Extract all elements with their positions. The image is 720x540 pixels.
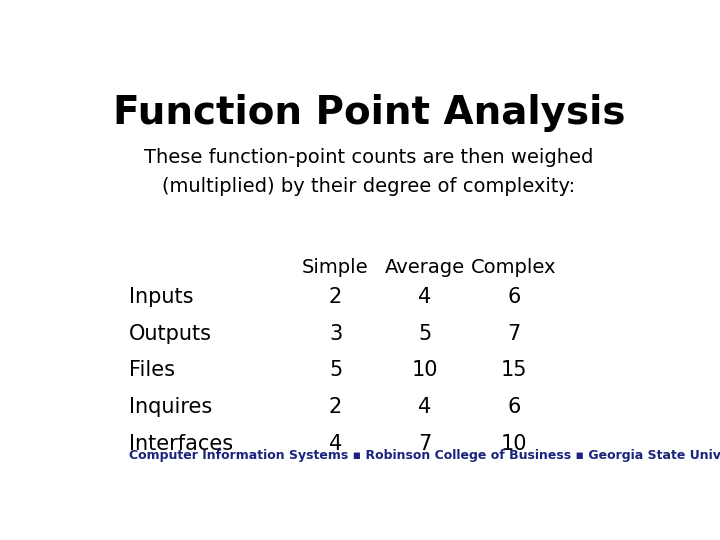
- Text: 2: 2: [329, 397, 342, 417]
- Text: 7: 7: [508, 324, 521, 344]
- Text: 4: 4: [418, 397, 431, 417]
- Text: 6: 6: [508, 287, 521, 307]
- Text: 10: 10: [412, 360, 438, 381]
- Text: 7: 7: [418, 434, 431, 454]
- Text: (multiplied) by their degree of complexity:: (multiplied) by their degree of complexi…: [163, 177, 575, 196]
- Text: These function-point counts are then weighed: These function-point counts are then wei…: [144, 148, 594, 167]
- Text: 4: 4: [329, 434, 342, 454]
- Text: 6: 6: [508, 397, 521, 417]
- Text: 5: 5: [418, 324, 431, 344]
- Text: Simple: Simple: [302, 258, 369, 277]
- Text: Function Point Analysis: Function Point Analysis: [113, 94, 625, 132]
- Text: GSU.: GSU.: [644, 494, 667, 504]
- Text: Interfaces: Interfaces: [129, 434, 233, 454]
- Text: 4: 4: [418, 287, 431, 307]
- Text: 10: 10: [501, 434, 527, 454]
- Text: Average: Average: [384, 258, 465, 277]
- Text: Computer Information Systems ▪ Robinson College of Business ▪ Georgia State Univ: Computer Information Systems ▪ Robinson …: [129, 449, 720, 462]
- Text: 15: 15: [501, 360, 527, 381]
- Text: CIS@: CIS@: [644, 477, 667, 487]
- Text: Complex: Complex: [472, 258, 557, 277]
- Text: Inquires: Inquires: [129, 397, 212, 417]
- Text: EDU: EDU: [647, 511, 664, 522]
- Text: Inputs: Inputs: [129, 287, 194, 307]
- Text: Files: Files: [129, 360, 175, 381]
- Text: Outputs: Outputs: [129, 324, 212, 344]
- Text: 3: 3: [329, 324, 342, 344]
- Text: 5: 5: [329, 360, 342, 381]
- Text: 2: 2: [329, 287, 342, 307]
